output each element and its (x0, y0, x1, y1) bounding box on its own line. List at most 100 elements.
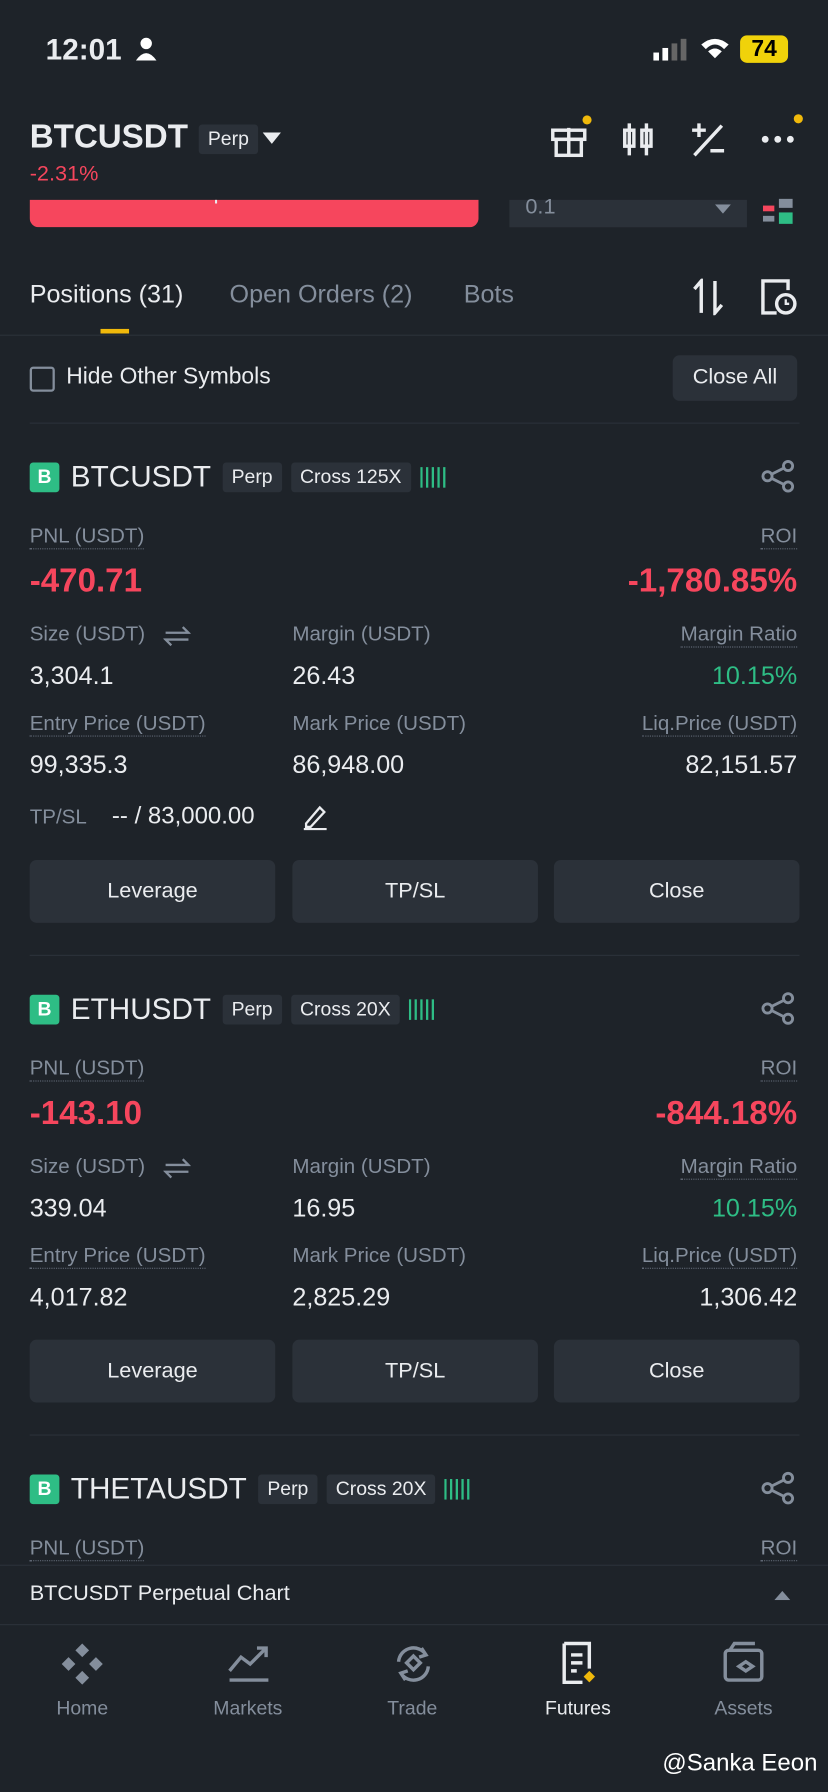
nav-label[interactable]: Assets (714, 1697, 773, 1719)
amount-arrow (714, 204, 731, 214)
book-icon[interactable] (762, 198, 795, 226)
gift-icon[interactable] (548, 114, 594, 160)
divider (29, 954, 800, 956)
mark-value: 2,825.29 (292, 1282, 391, 1312)
ratio-value: 10.15% (711, 661, 798, 690)
chart-bar-label: BTCUSDT Perpetual Chart (29, 1581, 290, 1606)
share-icon[interactable] (761, 459, 795, 493)
action-button[interactable]: Close (553, 860, 800, 923)
wifi-icon (701, 38, 729, 59)
liq-value: 1,306.42 (699, 1282, 798, 1312)
symbol[interactable]: ETHUSDT (70, 991, 212, 1026)
nav-icon[interactable] (557, 1641, 600, 1685)
dropdown-icon[interactable] (262, 132, 281, 144)
tab[interactable]: Open Orders (2) (229, 279, 413, 309)
roi-value: -1,780.85% (627, 563, 798, 600)
action-button[interactable]: Leverage (29, 1339, 276, 1403)
action-button[interactable]: Leverage (29, 860, 276, 923)
edit-icon[interactable] (302, 803, 329, 831)
amount-value: 0.1 (525, 195, 556, 220)
margin-value: 26.43 (292, 661, 356, 690)
action-button[interactable]: Close (553, 1339, 800, 1403)
checkbox-label: Hide Other Symbols (66, 364, 271, 390)
nav-icon[interactable] (227, 1641, 270, 1684)
ratio-label: Margin Ratio (680, 1155, 798, 1180)
position-header: B ETHUSDT Perp Cross 20X (29, 991, 437, 1026)
divider (0, 334, 828, 336)
header-symbol[interactable]: BTCUSDT (29, 118, 188, 156)
liq-label: Liq.Price (USDT) (641, 1244, 798, 1269)
badge: B (29, 461, 60, 492)
roi-label: ROI (760, 1056, 798, 1082)
checkbox[interactable] (29, 366, 55, 392)
nav-icon[interactable] (392, 1641, 435, 1684)
position-header: B THETAUSDT Perp Cross 20X (29, 1471, 472, 1506)
entry-value: 99,335.3 (29, 750, 128, 779)
mark-label: Mark Price (USDT) (292, 1243, 466, 1267)
share-icon[interactable] (761, 991, 795, 1025)
mark-value: 86,948.00 (292, 750, 405, 779)
tpsl-value: -- / 83,000.00 (111, 802, 255, 830)
amount-box[interactable]: 0.1 (509, 195, 747, 228)
nav-label[interactable]: Trade (387, 1697, 438, 1719)
action-button[interactable]: TP/SL (292, 1339, 538, 1403)
signal-icon (653, 38, 687, 61)
margin-value: 16.95 (292, 1193, 356, 1223)
pnl-label: PNL (USDT) (29, 1536, 145, 1562)
roi-label: ROI (760, 524, 798, 550)
entry-label: Entry Price (USDT) (29, 1244, 206, 1269)
person-icon (135, 37, 157, 61)
mode-tag: Cross 20X (326, 1473, 436, 1504)
close-all-button[interactable]: Close All (672, 355, 798, 401)
nav-label[interactable]: Futures (544, 1697, 611, 1719)
tab[interactable]: Bots (463, 279, 514, 309)
ratio-value: 10.15% (711, 1193, 798, 1223)
swap-icon[interactable] (163, 625, 191, 648)
tab[interactable]: Positions (31) (29, 279, 184, 309)
sort-icon[interactable] (692, 278, 724, 316)
size-label: Size (USDT) (29, 1154, 146, 1178)
swap-icon[interactable] (163, 1157, 191, 1180)
expand-icon (774, 1590, 791, 1601)
open-short-button[interactable]: Open Short (29, 199, 479, 228)
size-value: 339.04 (29, 1193, 107, 1223)
history-icon[interactable] (761, 279, 798, 316)
size-label: Size (USDT) (29, 622, 146, 646)
action-button[interactable]: TP/SL (292, 860, 538, 923)
entry-label: Entry Price (USDT) (29, 712, 206, 737)
nav-icon[interactable] (723, 1641, 766, 1684)
share-icon[interactable] (761, 1471, 795, 1505)
type-tag: Perp (258, 1473, 318, 1504)
pnl-value: -143.10 (29, 1095, 143, 1132)
entry-value: 4,017.82 (29, 1282, 128, 1312)
nav-icon[interactable] (61, 1641, 105, 1685)
header-tag: Perp (198, 124, 259, 155)
margin-label: Margin (USDT) (292, 1154, 431, 1178)
candle-icon[interactable] (621, 121, 655, 158)
tpsl-label: TP/SL (29, 805, 87, 829)
nav-label[interactable]: Markets (213, 1697, 283, 1719)
open-short-clip: Open Short (29, 199, 479, 228)
more-icon[interactable] (758, 110, 804, 149)
divider (29, 1434, 800, 1436)
pnl-value: -470.71 (29, 563, 143, 600)
symbol[interactable]: BTCUSDT (70, 459, 212, 494)
status-time: 12:01 (45, 31, 122, 67)
bottom-nav: Home Markets Trade Futures Assets (0, 1624, 828, 1791)
mode-tag: Cross 125X (290, 461, 411, 492)
calc-icon[interactable] (690, 121, 727, 158)
type-tag: Perp (222, 994, 282, 1024)
badge: B (29, 1473, 60, 1504)
strength-icon (408, 998, 435, 1020)
positions: B BTCUSDT Perp Cross 125X PNL (USDT) ROI -470.… (29, 459, 800, 1562)
nav-label[interactable]: Home (56, 1697, 109, 1719)
watermark: @Sanka Eeon (662, 1749, 818, 1776)
tab-underline (100, 328, 130, 334)
pnl-label: PNL (USDT) (29, 524, 145, 550)
chart-bar[interactable]: BTCUSDT Perpetual Chart (0, 1564, 828, 1626)
position-header: B BTCUSDT Perp Cross 125X (29, 459, 447, 494)
type-tag: Perp (222, 461, 282, 492)
roi-label: ROI (760, 1536, 798, 1562)
symbol[interactable]: THETAUSDT (70, 1471, 247, 1506)
